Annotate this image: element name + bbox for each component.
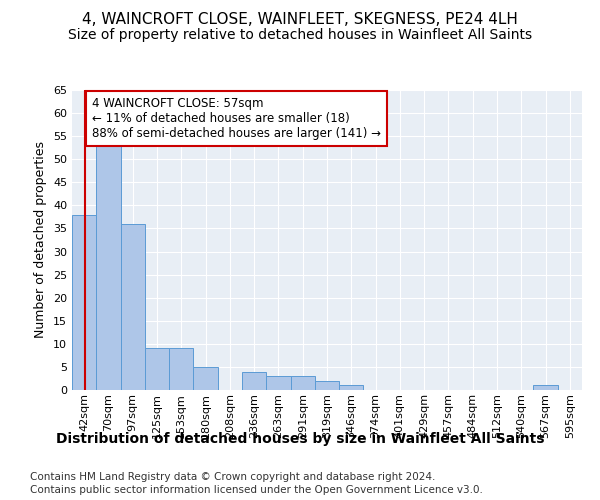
Y-axis label: Number of detached properties: Number of detached properties — [34, 142, 47, 338]
Bar — [266, 376, 290, 390]
Text: 4, WAINCROFT CLOSE, WAINFLEET, SKEGNESS, PE24 4LH: 4, WAINCROFT CLOSE, WAINFLEET, SKEGNESS,… — [82, 12, 518, 28]
Bar — [315, 381, 339, 390]
Bar — [533, 386, 558, 390]
Bar — [96, 141, 121, 390]
Bar — [72, 214, 96, 390]
Bar — [193, 367, 218, 390]
Bar — [145, 348, 169, 390]
Text: Contains public sector information licensed under the Open Government Licence v3: Contains public sector information licen… — [30, 485, 483, 495]
Bar — [121, 224, 145, 390]
Text: 4 WAINCROFT CLOSE: 57sqm
← 11% of detached houses are smaller (18)
88% of semi-d: 4 WAINCROFT CLOSE: 57sqm ← 11% of detach… — [92, 97, 381, 140]
Bar — [242, 372, 266, 390]
Text: Distribution of detached houses by size in Wainfleet All Saints: Distribution of detached houses by size … — [56, 432, 544, 446]
Bar — [339, 386, 364, 390]
Bar — [290, 376, 315, 390]
Bar — [169, 348, 193, 390]
Text: Contains HM Land Registry data © Crown copyright and database right 2024.: Contains HM Land Registry data © Crown c… — [30, 472, 436, 482]
Text: Size of property relative to detached houses in Wainfleet All Saints: Size of property relative to detached ho… — [68, 28, 532, 42]
